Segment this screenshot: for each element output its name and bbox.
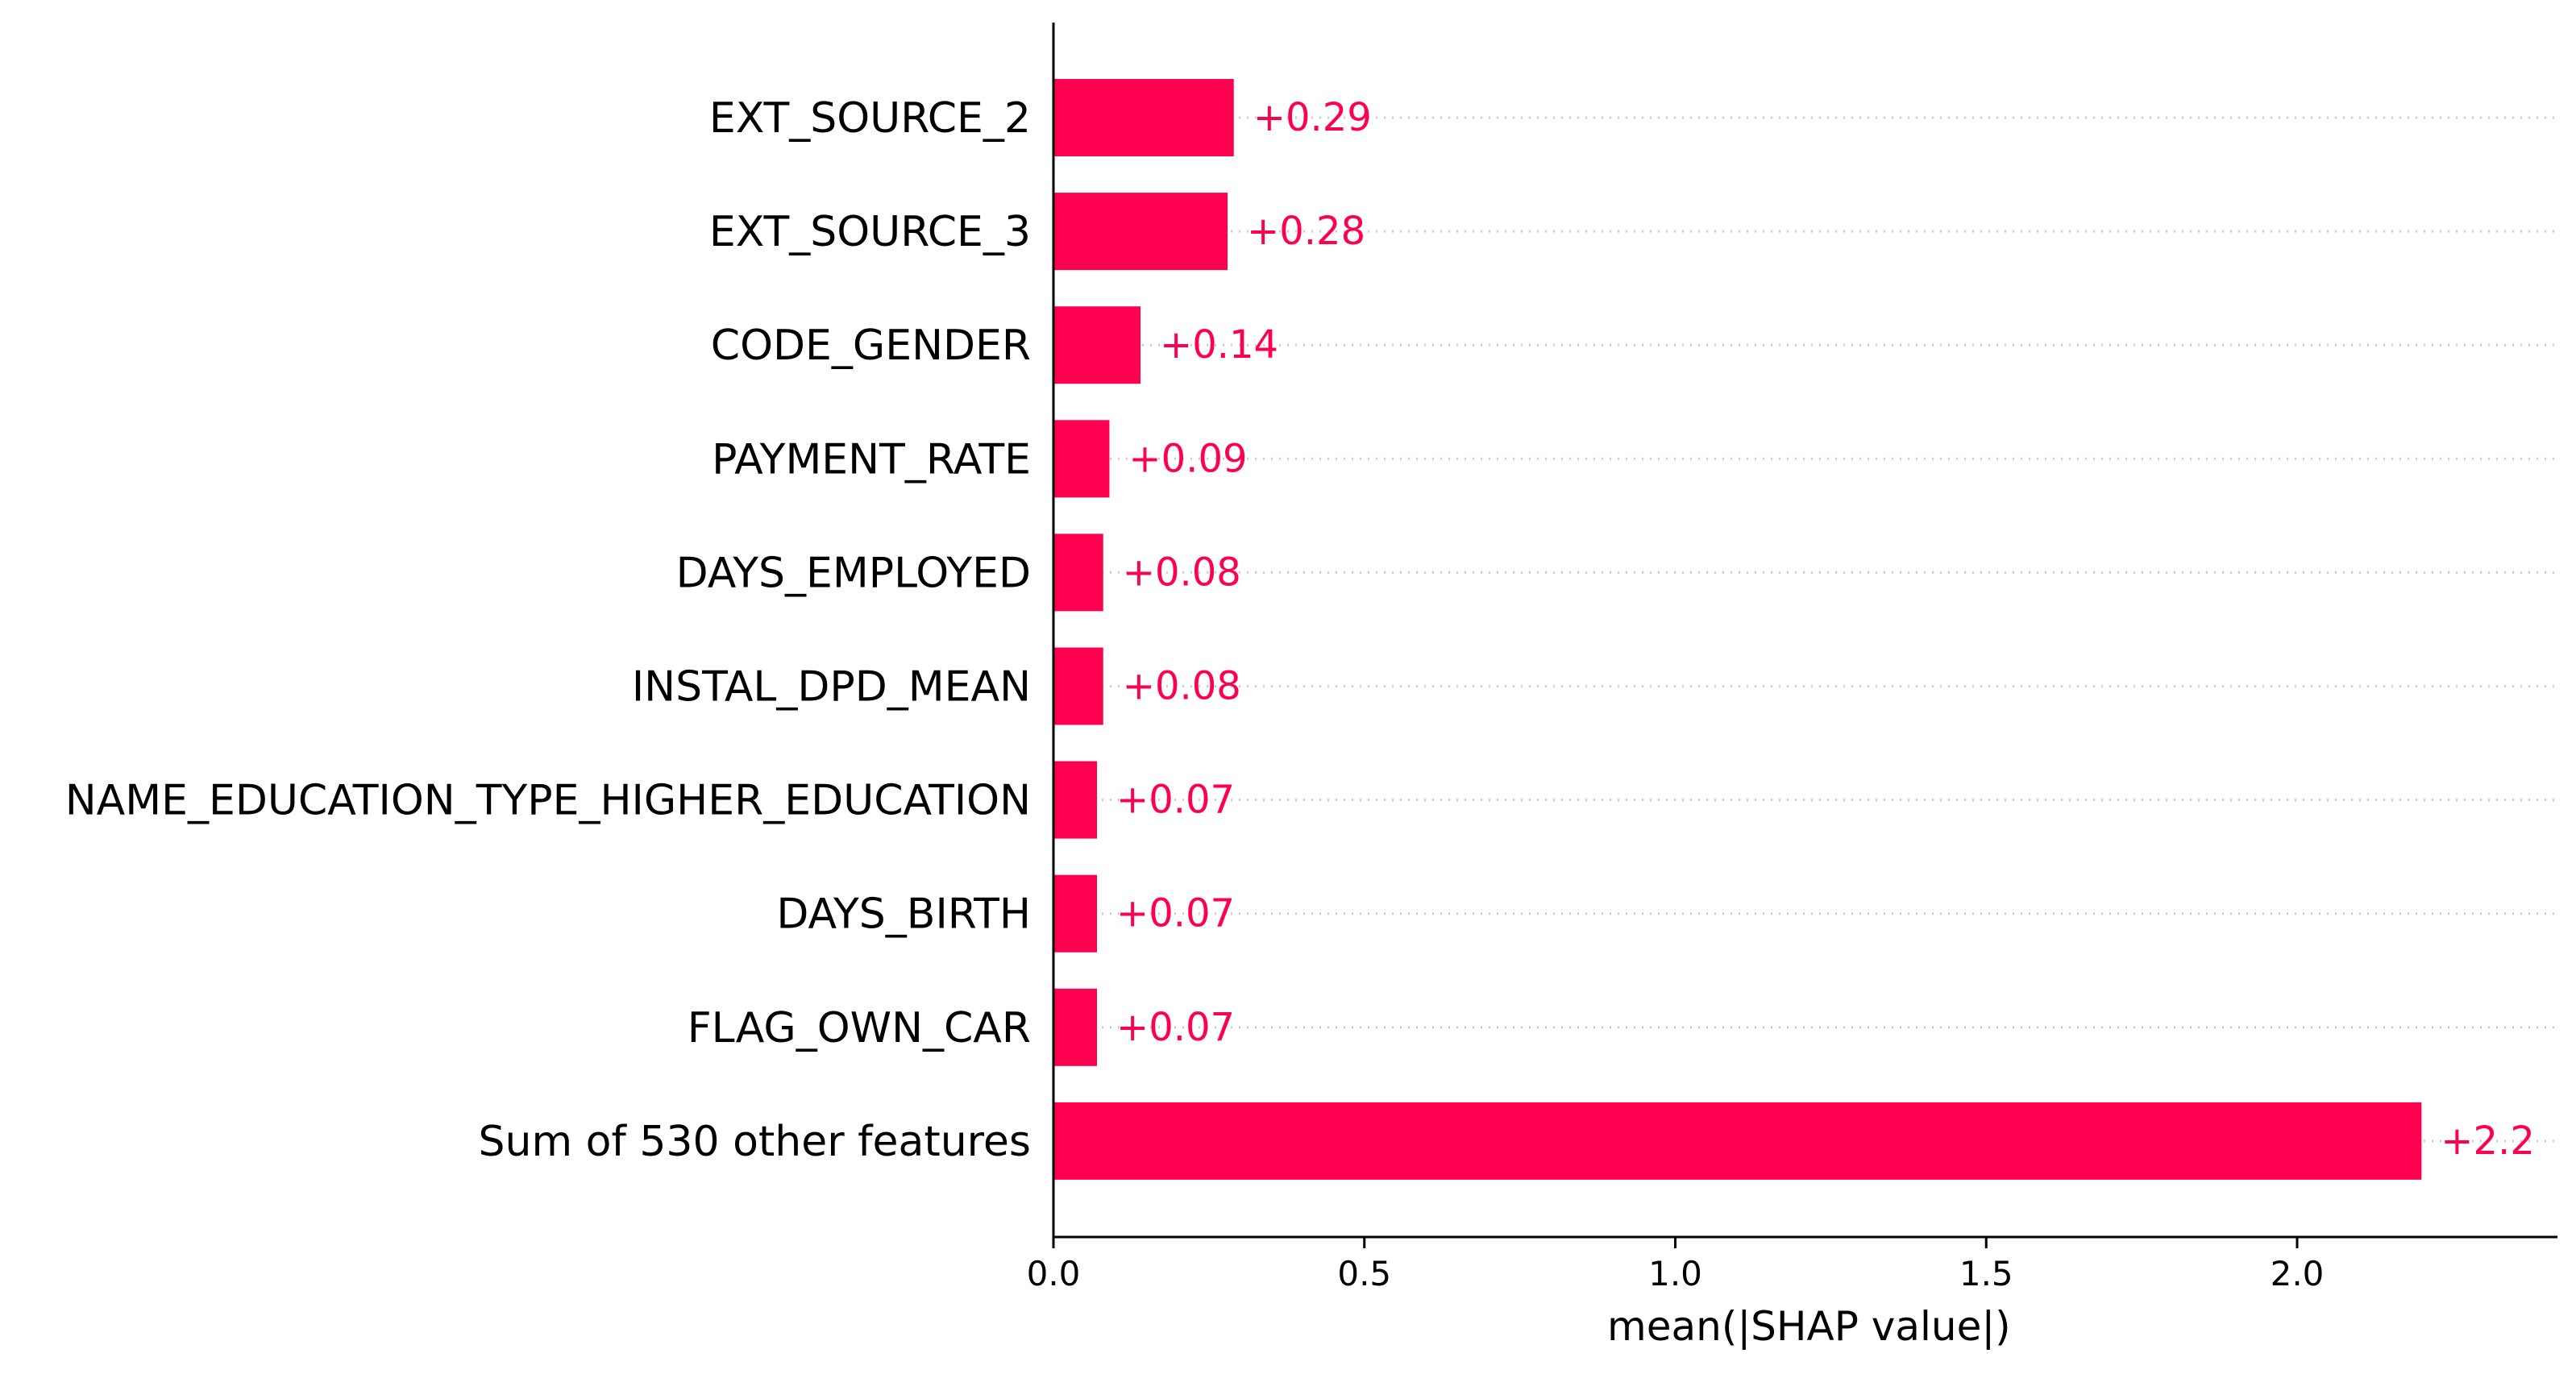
x-tick-label: 0.5 — [1337, 1254, 1391, 1293]
feature-label: FLAG_OWN_CAR — [688, 1004, 1031, 1052]
value-label: +0.07 — [1116, 1005, 1235, 1050]
value-label: +0.08 — [1123, 664, 1241, 709]
guide-lines — [1053, 116, 2557, 1143]
feature-label: EXT_SOURCE_2 — [709, 94, 1031, 143]
x-tick-label: 1.0 — [1648, 1254, 1702, 1293]
bar — [1053, 647, 1103, 725]
feature-label: INSTAL_DPD_MEAN — [632, 663, 1031, 712]
feature-label: NAME_EDUCATION_TYPE_HIGHER_EDUCATION — [65, 777, 1031, 825]
bar — [1053, 533, 1103, 612]
feature-label: Sum of 530 other features — [479, 1118, 1031, 1166]
feature-label: PAYMENT_RATE — [712, 435, 1031, 484]
bar — [1053, 1102, 2422, 1180]
feature-label: DAYS_BIRTH — [776, 890, 1031, 939]
bar — [1053, 420, 1110, 498]
value-label: +2.2 — [2441, 1119, 2535, 1164]
value-labels: +0.29 +0.28 +0.14 +0.09 +0.08 +0.08 +0.07 +0.07… — [1116, 95, 2535, 1164]
value-label: +0.28 — [1247, 209, 1365, 254]
bars — [1053, 79, 2422, 1180]
x-tick-label: 1.5 — [1959, 1254, 2013, 1293]
bar — [1053, 79, 1234, 156]
feature-label: EXT_SOURCE_3 — [709, 208, 1031, 256]
value-label: +0.07 — [1116, 778, 1235, 823]
bar — [1053, 874, 1098, 953]
bar — [1053, 988, 1098, 1066]
feature-label: CODE_GENDER — [711, 322, 1031, 370]
value-label: +0.09 — [1128, 436, 1247, 481]
value-label: +0.14 — [1160, 322, 1278, 367]
value-label: +0.07 — [1116, 891, 1235, 936]
feature-label: DAYS_EMPLOYED — [676, 549, 1031, 597]
axes — [1052, 23, 2557, 1239]
x-ticks: 0.0 0.5 1.0 1.5 2.0 — [1027, 1237, 2325, 1293]
x-axis-title: mean(|SHAP value|) — [1607, 1303, 2011, 1350]
value-label: +0.29 — [1253, 95, 1372, 140]
bar — [1053, 306, 1141, 384]
bar — [1053, 193, 1228, 271]
feature-labels: EXT_SOURCE_2 EXT_SOURCE_3 CODE_GENDER PAYME… — [65, 94, 1031, 1166]
x-tick-label: 0.0 — [1027, 1254, 1081, 1293]
bar — [1053, 761, 1098, 839]
x-tick-label: 2.0 — [2271, 1254, 2325, 1293]
value-label: +0.08 — [1123, 550, 1241, 595]
